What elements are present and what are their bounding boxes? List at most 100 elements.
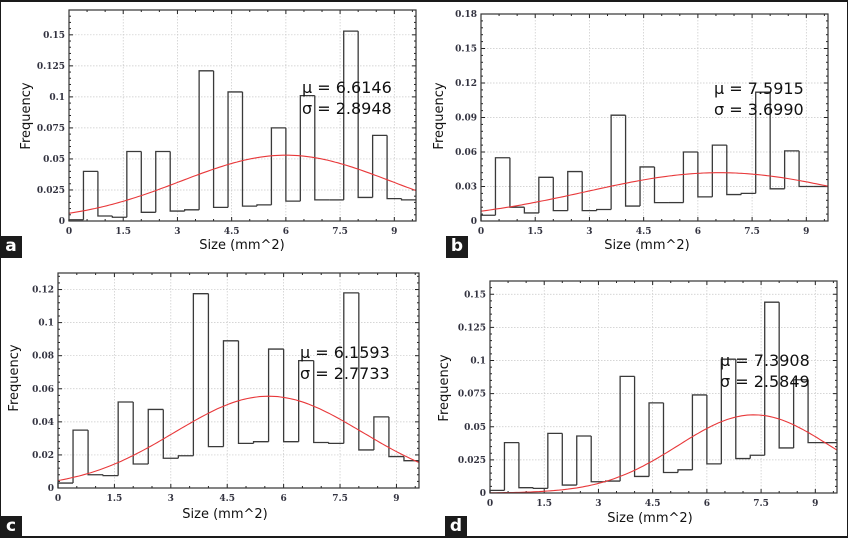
- y-axis-title: Frequency: [437, 354, 452, 421]
- y-axis-title: Frequency: [19, 82, 34, 149]
- y-tick-label: 0.08: [32, 352, 54, 362]
- histogram-bin: [503, 442, 519, 491]
- normal-fit-curve: [480, 172, 829, 212]
- histogram-bin: [769, 92, 785, 190]
- y-tick-label: 0: [59, 217, 65, 227]
- mean-annotation: μ = 7.3908: [720, 351, 810, 370]
- y-tick-label: 0.125: [37, 62, 65, 72]
- plot-frame: [68, 9, 417, 222]
- x-tick-label: 9: [803, 227, 809, 237]
- histogram-bin: [740, 192, 756, 195]
- histogram-bin: [267, 348, 284, 442]
- histogram-bin: [241, 91, 257, 207]
- histogram-chart-d: 0 1.5 3 4.5 6 7.5 9 0 0.025 0.05 0.075 0.1 0.125 0.15…: [437, 280, 838, 526]
- histogram-bin: [653, 166, 669, 204]
- histogram-bin: [633, 376, 650, 478]
- y-tick-label: 0.06: [32, 385, 54, 395]
- histogram-bin: [711, 144, 727, 197]
- histogram-bin: [518, 442, 534, 489]
- panel-a: 0 1.5 3 4.5 6 7.5 9 0 0.025 0.05 0.075 0.1 0.125 0.15…: [0, 0, 424, 268]
- histogram-bin: [155, 150, 171, 213]
- y-tick-label: 0.15: [455, 45, 477, 55]
- histogram-bin: [252, 441, 269, 444]
- histogram-bin: [117, 401, 134, 476]
- histogram-bin: [561, 433, 577, 486]
- x-tick-label: 9: [393, 494, 399, 504]
- x-axis-title: Size (mm^2): [607, 511, 692, 526]
- y-tick-label: 0.025: [37, 186, 65, 196]
- y-tick-label: 0.02: [32, 451, 54, 461]
- histogram-bin: [386, 135, 402, 200]
- plot-frame: [489, 280, 838, 494]
- panel-label-a: a: [0, 236, 22, 258]
- histogram-bin: [720, 358, 736, 464]
- y-tick-label: 0.09: [455, 114, 477, 124]
- histogram-bin: [590, 436, 606, 483]
- histogram-bin: [222, 340, 239, 447]
- histogram-bin: [97, 171, 113, 217]
- histogram-bin: [576, 435, 592, 486]
- histogram-bin: [624, 115, 641, 207]
- histogram-bin: [662, 402, 678, 474]
- y-tick-label: 0.03: [455, 183, 477, 193]
- plot-frame: [480, 13, 829, 222]
- y-tick-label: 0.05: [43, 155, 65, 165]
- y-tick-label: 0.1: [470, 357, 486, 367]
- panel-c: 0 1.5 3 4.5 6 7.5 9 0 0.02 0.04 0.06 0.08 0.1 0.12 Siz…: [0, 268, 424, 536]
- x-axis-title: Size (mm^2): [604, 238, 689, 253]
- histogram-bin: [610, 114, 626, 210]
- sd-annotation: σ = 2.8948: [302, 99, 392, 118]
- mean-annotation: μ = 6.6146: [302, 78, 392, 97]
- histogram-bin: [298, 360, 314, 442]
- y-tick-label: 0.025: [458, 456, 486, 466]
- y-tick-label: 0.12: [455, 79, 477, 89]
- histogram-bin: [357, 31, 373, 199]
- x-tick-label: 4.5: [645, 499, 661, 509]
- histogram-bin: [72, 429, 89, 484]
- histogram-bin: [237, 340, 254, 444]
- histogram-bin: [648, 402, 664, 477]
- y-tick-label: 0: [471, 217, 477, 227]
- normal-fit-curve: [57, 395, 420, 482]
- histogram-bin: [82, 170, 98, 220]
- x-tick-label: 3: [595, 499, 601, 509]
- histogram-bin: [198, 70, 214, 210]
- y-tick-label: 0.15: [464, 290, 486, 300]
- histogram-bin: [388, 416, 404, 458]
- sd-annotation: σ = 2.7733: [300, 364, 390, 383]
- histogram-bin: [552, 177, 568, 212]
- histogram-bin: [706, 394, 722, 465]
- y-tick-label: 0.04: [32, 418, 54, 428]
- histogram-bin: [192, 293, 209, 456]
- histogram-bin: [111, 216, 127, 218]
- histogram-bin: [523, 207, 539, 214]
- x-axis-title: Size (mm^2): [199, 238, 284, 253]
- panel-label-d: d: [445, 516, 467, 538]
- histogram-bin: [207, 293, 224, 448]
- x-tick-label: 0: [478, 227, 484, 237]
- histogram-bin: [494, 157, 510, 216]
- histogram-bin: [596, 208, 612, 211]
- sd-annotation: σ = 2.5849: [720, 372, 810, 391]
- histogram-chart-b: 0 1.5 3 4.5 6 7.5 9 0 0.03 0.06 0.09 0.12 0.15 0.18 Si…: [432, 10, 829, 253]
- histogram-bin: [285, 127, 301, 202]
- histogram-bin: [619, 375, 635, 482]
- histogram-bin: [400, 198, 416, 201]
- mean-annotation: μ = 7.5915: [714, 79, 804, 98]
- histogram-bin: [807, 379, 823, 444]
- histogram-bin: [177, 455, 194, 459]
- x-tick-label: 6: [704, 499, 710, 509]
- histogram-chart-c: 0 1.5 3 4.5 6 7.5 9 0 0.02 0.04 0.06 0.08 0.1 0.12 Siz…: [7, 272, 420, 522]
- histogram-bin: [169, 151, 185, 212]
- histogram-bin: [270, 127, 286, 205]
- x-tick-label: 3: [174, 227, 180, 237]
- histogram-bin: [682, 151, 698, 203]
- histogram-bin: [532, 487, 548, 490]
- histogram-bin: [783, 150, 800, 189]
- histogram-bin: [299, 94, 315, 202]
- histogram-chart-a: 0 1.5 3 4.5 6 7.5 9 0 0.025 0.05 0.075 0.1 0.125 0.15…: [19, 9, 417, 253]
- histogram-bin: [343, 292, 359, 444]
- y-tick-label: 0.15: [43, 31, 65, 41]
- y-tick-label: 0.125: [458, 323, 486, 333]
- x-tick-label: 9: [391, 227, 397, 237]
